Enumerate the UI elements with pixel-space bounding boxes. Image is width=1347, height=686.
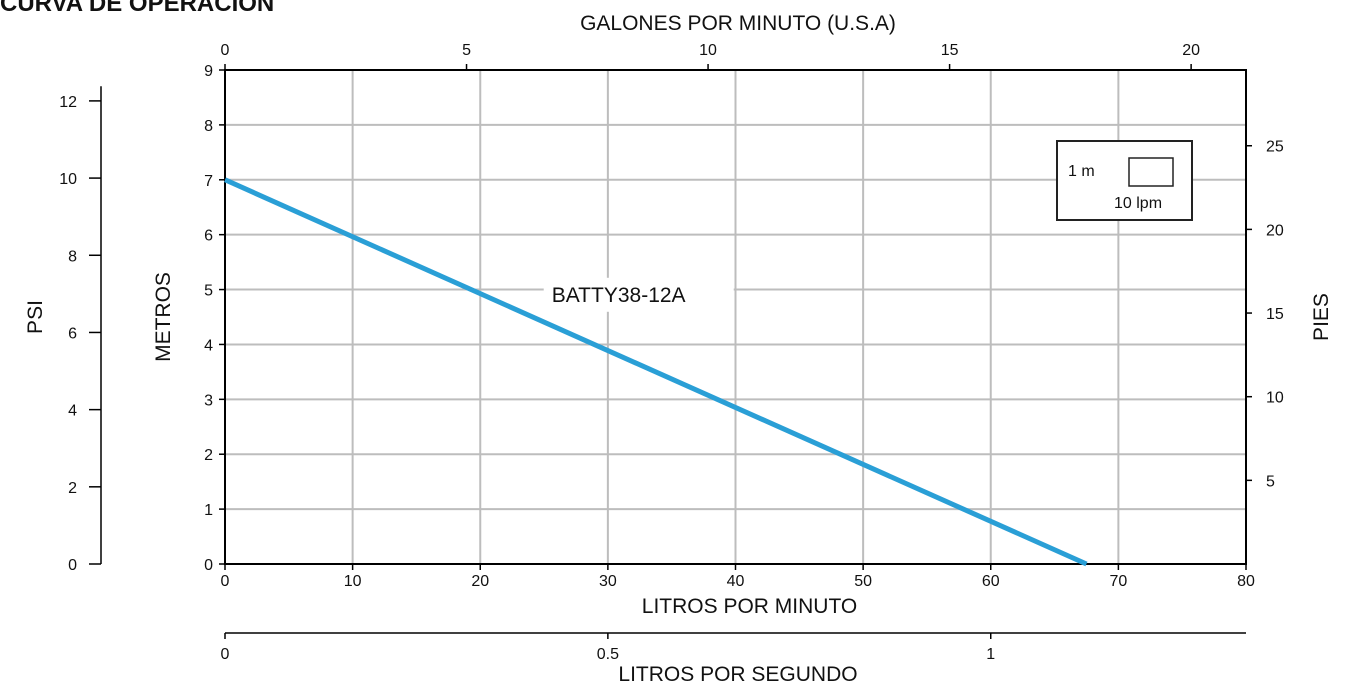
right-tick-label: 25 xyxy=(1266,139,1284,156)
x-tick-label: 20 xyxy=(471,573,489,590)
top-tick-label: 20 xyxy=(1182,42,1200,59)
top-tick-label: 0 xyxy=(221,42,230,59)
x-axis-label: LITROS POR MINUTO xyxy=(642,595,857,618)
y-tick-label: 9 xyxy=(204,63,213,80)
grid-lines xyxy=(225,70,1246,564)
legend-flow-label: 10 lpm xyxy=(1114,195,1162,212)
y-tick-label: 1 xyxy=(204,502,213,519)
y-tick-label: 5 xyxy=(204,283,213,300)
x-tick-label: 30 xyxy=(599,573,617,590)
series-label: BATTY38-12A xyxy=(552,284,686,307)
psi-tick-label: 4 xyxy=(68,403,77,420)
psi-tick-label: 2 xyxy=(68,480,77,497)
right-tick-label: 15 xyxy=(1266,306,1284,323)
y-tick-label: 7 xyxy=(204,173,213,190)
right-tick-label: 20 xyxy=(1266,222,1284,239)
y-tick-label: 4 xyxy=(204,337,213,354)
x-tick-label: 40 xyxy=(727,573,745,590)
y-tick-label: 0 xyxy=(204,557,213,574)
top-tick-label: 5 xyxy=(462,42,471,59)
series-line xyxy=(223,177,1088,567)
lps-tick-label: 0.5 xyxy=(597,646,619,663)
x-tick-label: 60 xyxy=(982,573,1000,590)
x-tick-label: 0 xyxy=(221,573,230,590)
x-tick-label: 10 xyxy=(344,573,362,590)
lps-tick-label: 0 xyxy=(221,646,230,663)
right-tick-label: 10 xyxy=(1266,390,1284,407)
x-tick-label: 50 xyxy=(854,573,872,590)
y-tick-label: 2 xyxy=(204,447,213,464)
lps-tick-label: 1 xyxy=(986,646,995,663)
x-tick-label: 70 xyxy=(1109,573,1127,590)
right-tick-label: 5 xyxy=(1266,473,1275,490)
y-axis-label: METROS xyxy=(152,272,175,362)
series-label-background xyxy=(543,277,734,312)
page-title: CURVA DE OPERACIÓN xyxy=(0,0,275,17)
psi-axis-label: PSI xyxy=(24,300,47,334)
series-group: BATTY38-12A xyxy=(223,177,1088,567)
right-axis-label: PIES xyxy=(1310,293,1333,341)
lps-axis-label: LITROS POR SEGUNDO xyxy=(618,663,857,686)
psi-tick-label: 6 xyxy=(68,325,77,342)
psi-tick-label: 8 xyxy=(68,248,77,265)
top-tick-label: 15 xyxy=(941,42,959,59)
x-tick-label: 80 xyxy=(1237,573,1255,590)
psi-tick-label: 0 xyxy=(68,557,77,574)
top-tick-label: 10 xyxy=(699,42,717,59)
psi-tick-label: 10 xyxy=(59,171,77,188)
y-tick-label: 8 xyxy=(204,118,213,135)
legend-scale-cell xyxy=(1128,157,1174,187)
y-tick-label: 3 xyxy=(204,392,213,409)
psi-tick-label: 12 xyxy=(59,94,77,111)
top-axis-label: GALONES POR MINUTO (U.S.A) xyxy=(580,12,896,35)
scale-legend: 1 m 10 lpm xyxy=(1056,140,1193,221)
legend-height-label: 1 m xyxy=(1068,163,1095,180)
y-tick-label: 6 xyxy=(204,228,213,245)
